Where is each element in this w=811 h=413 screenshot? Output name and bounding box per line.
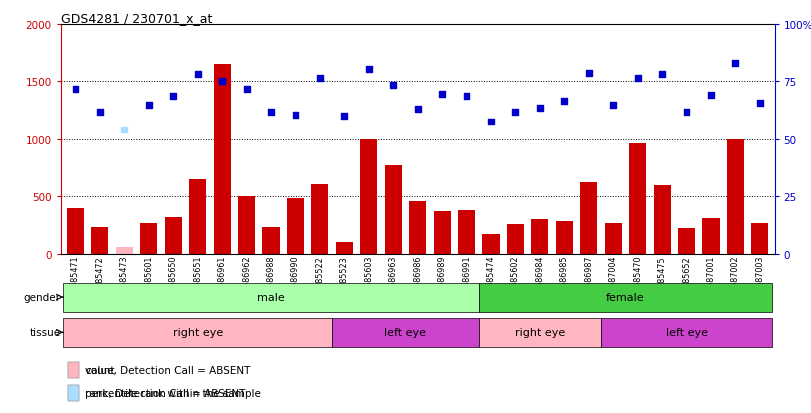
Bar bbox=[68, 385, 79, 401]
Point bbox=[460, 94, 473, 100]
Point bbox=[411, 106, 424, 113]
Point bbox=[558, 98, 571, 105]
Text: left eye: left eye bbox=[384, 328, 427, 337]
Bar bbox=[287, 199, 304, 254]
Bar bbox=[434, 211, 451, 254]
Point bbox=[509, 110, 522, 116]
Point bbox=[387, 82, 400, 89]
Point bbox=[191, 72, 204, 78]
Bar bbox=[751, 223, 768, 254]
Bar bbox=[213, 65, 230, 254]
Bar bbox=[360, 140, 377, 254]
Point bbox=[484, 119, 497, 126]
Point bbox=[240, 87, 253, 93]
Bar bbox=[605, 223, 622, 254]
Point bbox=[582, 71, 595, 77]
Bar bbox=[654, 185, 671, 254]
Bar bbox=[702, 218, 719, 254]
Point bbox=[167, 94, 180, 100]
Point bbox=[93, 110, 106, 116]
Bar bbox=[63, 283, 478, 312]
Point bbox=[680, 110, 693, 116]
Bar bbox=[458, 211, 475, 254]
Point bbox=[313, 75, 326, 82]
Text: female: female bbox=[606, 292, 645, 302]
Bar bbox=[68, 385, 79, 401]
Point bbox=[729, 60, 742, 67]
Text: male: male bbox=[257, 292, 285, 302]
Point bbox=[216, 79, 229, 85]
Text: value, Detection Call = ABSENT: value, Detection Call = ABSENT bbox=[85, 365, 251, 375]
Point bbox=[534, 105, 547, 112]
Bar bbox=[556, 222, 573, 254]
Text: left eye: left eye bbox=[666, 328, 707, 337]
Text: tissue: tissue bbox=[29, 328, 60, 337]
Bar bbox=[165, 217, 182, 254]
Text: percentile rank within the sample: percentile rank within the sample bbox=[85, 388, 261, 398]
Bar bbox=[68, 362, 79, 378]
Bar bbox=[629, 144, 646, 254]
Bar bbox=[531, 220, 548, 254]
Bar bbox=[483, 235, 500, 254]
Point bbox=[607, 103, 620, 109]
Bar bbox=[67, 208, 84, 254]
Point bbox=[142, 103, 155, 109]
Text: right eye: right eye bbox=[515, 328, 565, 337]
Bar bbox=[478, 318, 601, 347]
Bar bbox=[727, 140, 744, 254]
Bar bbox=[478, 283, 772, 312]
Text: gender: gender bbox=[24, 292, 60, 302]
Point bbox=[289, 112, 302, 119]
Bar bbox=[92, 228, 109, 254]
Bar bbox=[140, 223, 157, 254]
Bar bbox=[507, 224, 524, 254]
Bar bbox=[601, 318, 772, 347]
Point bbox=[118, 127, 131, 133]
Point bbox=[753, 100, 766, 107]
Bar bbox=[68, 362, 79, 378]
Point bbox=[69, 87, 82, 93]
Text: count: count bbox=[85, 365, 115, 375]
Bar bbox=[384, 166, 401, 254]
Bar bbox=[238, 197, 255, 254]
Bar bbox=[409, 201, 427, 254]
Point bbox=[264, 110, 277, 116]
Bar bbox=[333, 318, 478, 347]
Bar bbox=[678, 229, 695, 254]
Text: right eye: right eye bbox=[173, 328, 223, 337]
Text: rank, Detection Call = ABSENT: rank, Detection Call = ABSENT bbox=[85, 388, 246, 398]
Bar bbox=[311, 184, 328, 254]
Bar bbox=[336, 242, 353, 254]
Bar bbox=[263, 228, 280, 254]
Point bbox=[655, 72, 668, 78]
Text: GDS4281 / 230701_x_at: GDS4281 / 230701_x_at bbox=[61, 12, 212, 25]
Bar bbox=[116, 247, 133, 254]
Point bbox=[631, 75, 644, 82]
Bar bbox=[580, 183, 598, 254]
Point bbox=[338, 113, 351, 120]
Bar bbox=[189, 180, 206, 254]
Point bbox=[363, 66, 375, 73]
Point bbox=[436, 91, 448, 98]
Point bbox=[705, 93, 718, 99]
Bar bbox=[63, 318, 333, 347]
